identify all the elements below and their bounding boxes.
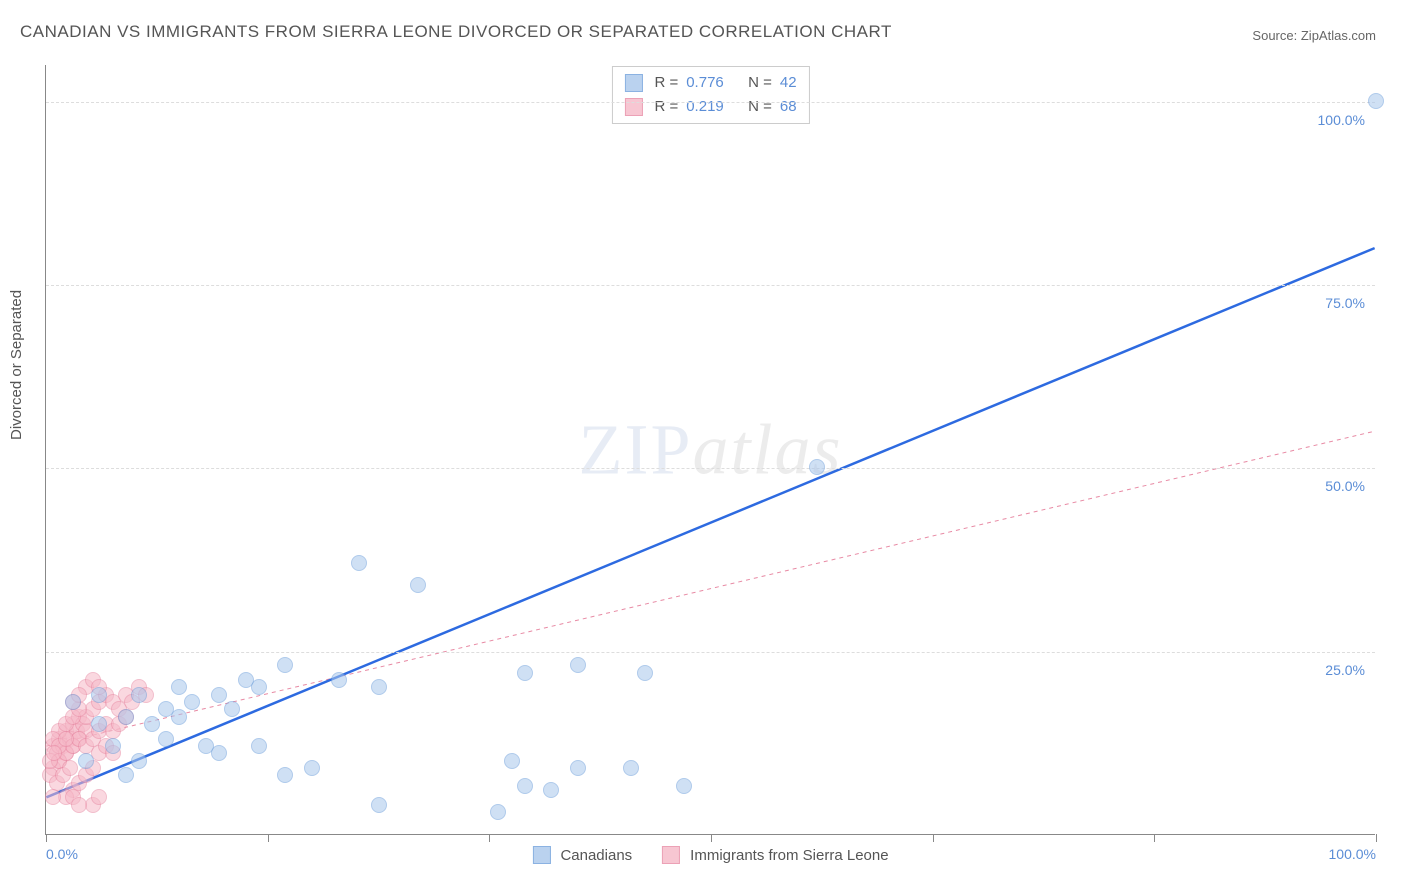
n-label: N = <box>748 95 772 119</box>
data-point-canadians <box>211 687 227 703</box>
x-tick <box>1154 834 1155 842</box>
data-point-canadians <box>171 679 187 695</box>
y-tick-label: 100.0% <box>1318 112 1365 128</box>
data-point-canadians <box>224 701 240 717</box>
data-point-canadians <box>211 745 227 761</box>
gridline-h <box>46 468 1375 469</box>
x-tick <box>46 834 47 842</box>
data-point-canadians <box>238 672 254 688</box>
y-tick-label: 75.0% <box>1325 295 1365 311</box>
gridline-h <box>46 285 1375 286</box>
plot-area: ZIPatlas R = 0.776 N = 42 R = 0.219 N = … <box>45 65 1375 835</box>
data-point-canadians <box>570 760 586 776</box>
data-point-canadians <box>623 760 639 776</box>
data-point-canadians <box>570 657 586 673</box>
y-axis-label: Divorced or Separated <box>8 290 25 440</box>
data-point-canadians <box>65 694 81 710</box>
data-point-canadians <box>131 753 147 769</box>
data-point-canadians <box>144 716 160 732</box>
trendlines <box>46 65 1375 834</box>
data-point-canadians <box>490 804 506 820</box>
data-point-canadians <box>371 797 387 813</box>
data-point-canadians <box>105 738 121 754</box>
swatch-canadians <box>532 846 550 864</box>
r-value-immigrants: 0.219 <box>686 95 724 119</box>
legend-label-immigrants: Immigrants from Sierra Leone <box>690 847 888 864</box>
data-point-canadians <box>118 709 134 725</box>
gridline-h <box>46 102 1375 103</box>
legend-row-canadians: R = 0.776 N = 42 <box>624 71 796 95</box>
data-point-immigrants <box>46 745 62 761</box>
data-point-canadians <box>504 753 520 769</box>
y-tick-label: 25.0% <box>1325 662 1365 678</box>
r-label: R = <box>654 71 678 95</box>
x-tick-label: 100.0% <box>1329 846 1376 862</box>
n-value-immigrants: 68 <box>780 95 797 119</box>
legend-item-canadians: Canadians <box>532 846 632 864</box>
source-label: Source: <box>1252 28 1297 43</box>
data-point-canadians <box>251 738 267 754</box>
x-tick-label: 0.0% <box>46 846 78 862</box>
data-point-canadians <box>517 778 533 794</box>
chart-title: CANADIAN VS IMMIGRANTS FROM SIERRA LEONE… <box>20 22 892 42</box>
r-label: R = <box>654 95 678 119</box>
x-tick <box>711 834 712 842</box>
data-point-canadians <box>118 767 134 783</box>
legend-item-immigrants: Immigrants from Sierra Leone <box>662 846 888 864</box>
data-point-canadians <box>517 665 533 681</box>
r-value-canadians: 0.776 <box>686 71 724 95</box>
swatch-canadians <box>624 74 642 92</box>
data-point-canadians <box>304 760 320 776</box>
data-point-canadians <box>78 753 94 769</box>
legend-label-canadians: Canadians <box>560 847 632 864</box>
data-point-canadians <box>676 778 692 794</box>
watermark-part2: atlas <box>692 409 842 489</box>
data-point-immigrants <box>71 797 87 813</box>
series-legend: Canadians Immigrants from Sierra Leone <box>532 846 888 864</box>
data-point-immigrants <box>45 789 61 805</box>
x-tick <box>489 834 490 842</box>
x-tick <box>1376 834 1377 842</box>
data-point-canadians <box>158 731 174 747</box>
data-point-canadians <box>351 555 367 571</box>
data-point-canadians <box>91 687 107 703</box>
data-point-immigrants <box>62 760 78 776</box>
data-point-canadians <box>184 694 200 710</box>
swatch-immigrants <box>662 846 680 864</box>
data-point-immigrants <box>91 789 107 805</box>
data-point-canadians <box>1368 93 1384 109</box>
source-link[interactable]: ZipAtlas.com <box>1301 28 1376 43</box>
correlation-legend: R = 0.776 N = 42 R = 0.219 N = 68 <box>611 66 809 124</box>
watermark: ZIPatlas <box>578 408 842 491</box>
watermark-part1: ZIP <box>578 409 692 489</box>
x-tick <box>933 834 934 842</box>
data-point-canadians <box>637 665 653 681</box>
data-point-canadians <box>809 459 825 475</box>
data-point-canadians <box>410 577 426 593</box>
data-point-immigrants <box>58 731 74 747</box>
data-point-canadians <box>91 716 107 732</box>
y-tick-label: 50.0% <box>1325 478 1365 494</box>
x-tick <box>268 834 269 842</box>
data-point-canadians <box>331 672 347 688</box>
data-point-canadians <box>131 687 147 703</box>
data-point-canadians <box>371 679 387 695</box>
gridline-h <box>46 652 1375 653</box>
n-label: N = <box>748 71 772 95</box>
data-point-canadians <box>277 657 293 673</box>
legend-row-immigrants: R = 0.219 N = 68 <box>624 95 796 119</box>
data-point-canadians <box>543 782 559 798</box>
data-point-canadians <box>277 767 293 783</box>
source-attribution: Source: ZipAtlas.com <box>1252 28 1376 43</box>
n-value-canadians: 42 <box>780 71 797 95</box>
data-point-canadians <box>171 709 187 725</box>
